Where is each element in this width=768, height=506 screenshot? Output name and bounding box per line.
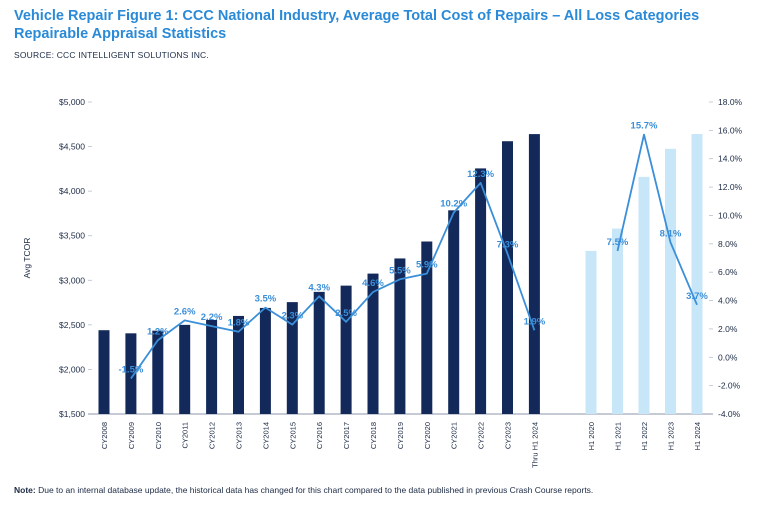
- annual-category-label: CY2023: [504, 422, 513, 449]
- footnote: Note: Due to an internal database update…: [14, 485, 593, 495]
- y-tick-label: $3,500: [59, 231, 85, 241]
- annual-bar: [367, 273, 379, 414]
- annual-bar: [206, 319, 218, 414]
- annual-pct-label: 5.9%: [416, 260, 438, 271]
- annual-pct-label: 3.5%: [255, 294, 277, 305]
- annual-bar: [179, 324, 191, 414]
- annual-category-label: CY2022: [477, 422, 486, 449]
- y2-tick-label: -4.0%: [718, 409, 741, 419]
- y-axis-title: Avg TCOR: [22, 238, 32, 279]
- y-tick-label: $1,500: [59, 409, 85, 419]
- half-year-category-label: H1 2022: [640, 422, 649, 450]
- annual-bar: [233, 315, 244, 414]
- half-year-category-label: H1 2024: [693, 422, 702, 450]
- axes-group: $1,500 $2,000 $2,500 $3,000 $3,500 $4,000 $4,5…: [22, 97, 743, 468]
- annual-pct-label: 4.3%: [308, 282, 330, 293]
- half-year-bar: [691, 134, 703, 414]
- y-tick-label: $3,000: [59, 275, 85, 285]
- annual-pct-label: 2.2%: [201, 312, 223, 323]
- half-year-bar: [585, 250, 597, 414]
- y2-tick-label: 4.0%: [718, 296, 738, 306]
- y2-tick-label: 2.0%: [718, 324, 738, 334]
- source-line: SOURCE: CCC INTELLIGENT SOLUTIONS INC.: [14, 50, 209, 60]
- annual-bar: [528, 134, 540, 414]
- y-tick-label: $4,000: [59, 186, 85, 196]
- y2-tick-label: 12.0%: [718, 182, 743, 192]
- annual-category-label: CY2011: [181, 422, 190, 449]
- footnote-text: Due to an internal database update, the …: [35, 485, 594, 495]
- bars-group: [98, 134, 703, 415]
- annual-pct-label: 5.5%: [389, 265, 411, 276]
- half-year-category-label: H1 2021: [614, 422, 623, 450]
- y2-tick-label: -2.0%: [718, 381, 741, 391]
- annual-pct-label: -1.5%: [118, 365, 143, 376]
- y2-tick-label: 16.0%: [718, 125, 743, 135]
- half-year-category-label: H1 2023: [667, 422, 676, 450]
- annual-pct-label: 2.6%: [174, 306, 196, 317]
- annual-pct-label: 1.9%: [524, 316, 546, 327]
- y2-tick-label: 8.0%: [718, 239, 738, 249]
- annual-bar: [259, 307, 271, 414]
- y2-tick-label: 14.0%: [718, 154, 743, 164]
- annual-bar: [98, 330, 110, 414]
- annual-pct-label: 1.8%: [228, 318, 250, 329]
- annual-bar: [394, 258, 406, 414]
- annual-bar: [286, 302, 298, 414]
- y2-tick-label: 0.0%: [718, 352, 738, 362]
- annual-category-label: CY2014: [261, 422, 270, 449]
- y-tick-label: $2,500: [59, 320, 85, 330]
- annual-category-label: CY2013: [235, 422, 244, 449]
- annual-category-label: Thru H1 2024: [530, 422, 539, 468]
- y-tick-label: $5,000: [59, 97, 85, 107]
- annual-bar: [340, 285, 352, 414]
- annual-category-label: CY2019: [396, 422, 405, 449]
- labels-group: -1.5% 1.2% 2.6% 2.2% 1.8% 3.5% 2.3% 4.3% 2.5% 4.6…: [118, 121, 708, 376]
- annual-pct-label: 2.5%: [335, 308, 357, 319]
- half-year-category-label: H1 2020: [587, 422, 596, 450]
- annual-category-label: CY2008: [100, 422, 109, 449]
- half-year-pct-label: 7.5%: [607, 237, 629, 248]
- annual-category-label: CY2021: [450, 422, 459, 449]
- annual-pct-label: 7.3%: [497, 240, 519, 251]
- annual-pct-label: 1.2%: [147, 326, 169, 337]
- half-year-pct-label: 15.7%: [631, 121, 658, 132]
- y2-tick-label: 18.0%: [718, 97, 743, 107]
- chart-title: Vehicle Repair Figure 1: CCC National In…: [14, 8, 700, 42]
- annual-pct-label: 4.6%: [362, 278, 384, 289]
- annual-category-label: CY2016: [315, 422, 324, 449]
- footnote-label: Note:: [14, 485, 36, 495]
- annual-bar: [475, 168, 487, 414]
- annual-category-label: CY2010: [154, 422, 163, 449]
- annual-bar: [313, 291, 325, 414]
- half-year-bar: [612, 228, 623, 414]
- annual-category-label: CY2009: [127, 422, 136, 449]
- annual-pct-label: 10.2%: [440, 199, 467, 210]
- half-year-bar: [638, 176, 650, 414]
- annual-bar: [421, 241, 433, 414]
- y-tick-label: $2,000: [59, 364, 85, 374]
- annual-category-label: CY2017: [342, 422, 351, 449]
- annual-category-label: CY2015: [288, 422, 297, 449]
- y2-tick-label: 10.0%: [718, 210, 743, 220]
- annual-pct-label: 2.3%: [281, 311, 303, 322]
- half-year-pct-line: [616, 133, 698, 306]
- annual-pct-line: [130, 181, 536, 380]
- annual-category-label: CY2020: [423, 422, 432, 449]
- annual-category-label: CY2012: [208, 422, 217, 449]
- lines-group: [130, 133, 698, 380]
- annual-bar: [152, 330, 164, 414]
- half-year-pct-label: 3.7%: [686, 291, 708, 302]
- annual-bar: [125, 333, 137, 414]
- half-year-bar: [665, 148, 676, 415]
- annual-category-label: CY2018: [369, 422, 378, 449]
- annual-bar: [502, 141, 513, 415]
- y-tick-label: $4,500: [59, 142, 85, 152]
- annual-bar: [448, 210, 460, 414]
- annual-pct-label: 12.3%: [467, 169, 494, 180]
- y2-tick-label: 6.0%: [718, 267, 738, 277]
- half-year-pct-label: 8.1%: [660, 228, 682, 239]
